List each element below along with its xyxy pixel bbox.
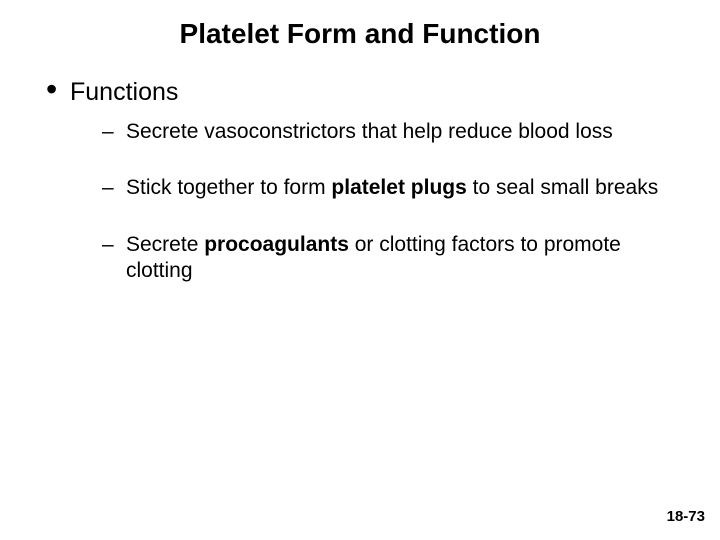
list-item-vasoconstrictors: Secrete vasoconstrictors that help reduc… xyxy=(102,119,692,145)
bullet-text-pre: Stick together to form xyxy=(126,176,331,199)
list-item-functions: Functions Secrete vasoconstrictors that … xyxy=(46,78,692,284)
bullet-list-level2: Secrete vasoconstrictors that help reduc… xyxy=(70,119,692,284)
slide-title: Platelet Form and Function xyxy=(28,18,692,50)
bullet-list-level1: Functions Secrete vasoconstrictors that … xyxy=(28,78,692,284)
bullet-text-post: to seal small breaks xyxy=(467,176,658,199)
page-number: 18-73 xyxy=(667,508,705,525)
bullet-text: Secrete vasoconstrictors that help reduc… xyxy=(126,120,613,143)
list-item-platelet-plugs: Stick together to form platelet plugs to… xyxy=(102,175,692,201)
bullet-text-bold: platelet plugs xyxy=(331,176,466,199)
slide-container: Platelet Form and Function Functions Sec… xyxy=(0,0,720,540)
bullet-text-bold: procoagulants xyxy=(204,233,349,256)
list-item-procoagulants: Secrete procoagulants or clotting factor… xyxy=(102,232,692,285)
bullet-text-pre: Secrete xyxy=(126,233,204,256)
level1-label: Functions xyxy=(70,78,178,106)
